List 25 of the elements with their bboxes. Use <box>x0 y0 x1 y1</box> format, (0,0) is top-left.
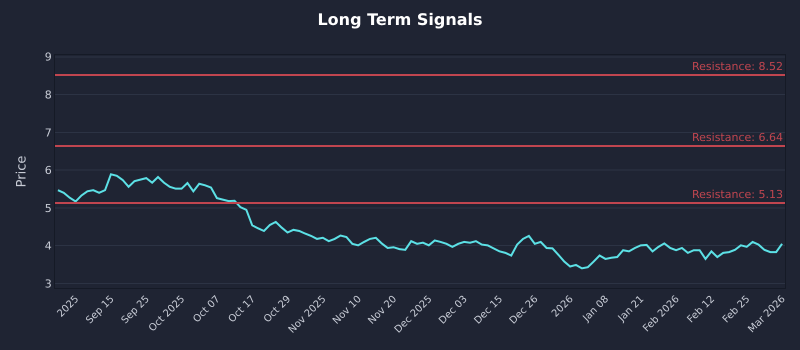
x-tick-label: Oct 07 <box>191 294 223 326</box>
ref-line-label: Resistance: 5.13 <box>692 188 783 201</box>
x-tick-label: Feb 12 <box>686 294 718 326</box>
x-tick-label: Dec 03 <box>437 294 470 327</box>
y-tick-label: 5 <box>44 202 52 215</box>
ref-line-label: Resistance: 6.64 <box>692 131 783 144</box>
y-tick-label: 4 <box>44 240 52 253</box>
x-tick-label: Sep 15 <box>84 294 117 326</box>
x-tick-label: Oct 29 <box>262 294 294 326</box>
x-tick-label: Feb 25 <box>720 294 752 326</box>
x-tick-label: Nov 10 <box>331 294 364 327</box>
x-tick-label: Dec 26 <box>508 294 540 327</box>
y-tick-label: 9 <box>44 50 52 64</box>
x-tick-label: Jan 08 <box>580 294 612 325</box>
x-tick-label: Dec 15 <box>472 294 506 327</box>
y-tick-label: 7 <box>44 126 52 140</box>
y-axis-title: Price <box>14 156 30 188</box>
x-tick-label: Jan 21 <box>616 294 646 325</box>
y-tick-label: 3 <box>44 277 52 290</box>
line-series <box>56 173 784 270</box>
y-tick-label: 8 <box>44 88 52 102</box>
x-tick-label: Oct 17 <box>226 294 258 326</box>
chart-title: Long Term Signals <box>317 10 483 30</box>
y-tick-label: 6 <box>44 164 52 178</box>
ref-line-label: Resistance: 8.52 <box>692 60 783 73</box>
